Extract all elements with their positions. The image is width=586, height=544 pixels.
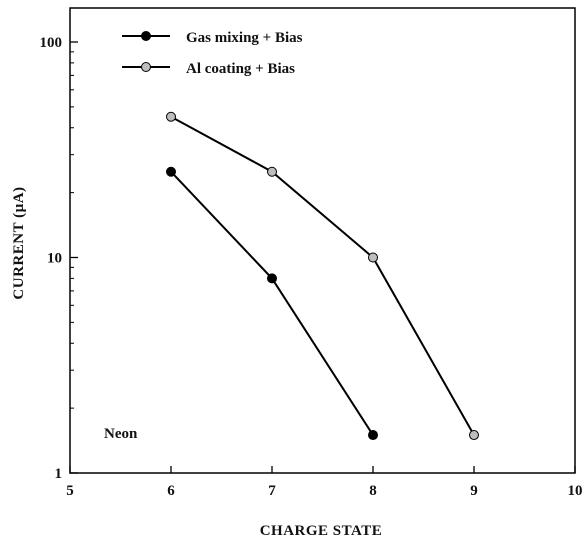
x-tick-label: 5 (66, 483, 74, 499)
legend-label-gas-mixing: Gas mixing + Bias (186, 30, 303, 46)
annotation-neon: Neon (104, 426, 138, 442)
x-tick-label: 7 (268, 483, 276, 499)
legend: Gas mixing + Bias Al coating + Bias (122, 30, 303, 77)
y-tick-label: 100 (40, 35, 63, 51)
series-line-0 (170, 171, 374, 436)
x-tick-label: 6 (167, 483, 175, 499)
data-point-0-1 (267, 273, 277, 284)
axis-ticks: 5 6 7 8 9 10 1 10 100 (40, 35, 583, 499)
x-tick-label: 8 (369, 483, 377, 499)
x-axis-title: CHARGE STATE (260, 523, 383, 539)
data-point-0-0 (166, 166, 176, 177)
plot-frame (69, 7, 576, 474)
legend-marker-al-coating (141, 62, 151, 72)
x-tick-label: 10 (568, 483, 583, 499)
data-point-1-2 (368, 252, 378, 263)
y-tick-label: 1 (55, 466, 63, 482)
series-line-1 (170, 115, 475, 436)
y-axis-title: CURRENT (µA) (11, 186, 27, 299)
legend-label-al-coating: Al coating + Bias (186, 61, 295, 77)
data-point-1-3 (469, 430, 479, 441)
data-point-0-2 (368, 430, 378, 441)
legend-marker-gas-mixing (141, 31, 151, 41)
series-layer (166, 111, 479, 441)
y-tick-label: 10 (47, 251, 62, 267)
data-point-1-0 (166, 111, 176, 122)
x-tick-label: 9 (470, 483, 478, 499)
data-point-1-1 (267, 166, 277, 177)
